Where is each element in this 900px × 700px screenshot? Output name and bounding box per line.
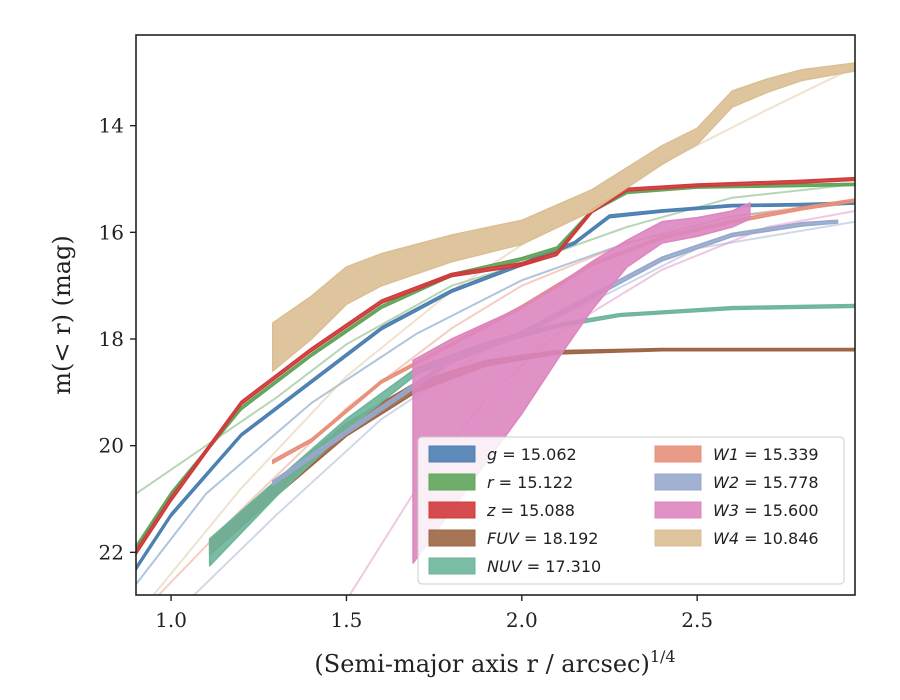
y-tick-label: 16 <box>99 220 124 244</box>
series-bands <box>136 62 855 571</box>
legend: g = 15.062 r = 15.122 z = 15.088 FUV = 18.1… <box>417 436 845 585</box>
plot-frame <box>135 34 856 596</box>
legend-swatch-w1 <box>654 445 702 463</box>
legend-swatch-fuv <box>428 529 476 547</box>
series-band-w3 <box>412 202 751 564</box>
legend-label-g: g = 15.062 <box>487 445 577 464</box>
legend-swatch-r <box>428 473 476 491</box>
legend-swatch-w3 <box>654 501 702 519</box>
series-band-w4 <box>272 62 855 372</box>
y-tick-label: 14 <box>99 114 124 138</box>
y-tick-label: 22 <box>99 540 124 564</box>
legend-swatch-w4 <box>654 529 702 547</box>
legend-label-w4: W4 = 10.846 <box>713 529 819 548</box>
series-band-g <box>136 201 855 571</box>
legend-swatch-nuv <box>428 557 476 575</box>
legend-box <box>417 436 845 585</box>
x-axis-title: (Semi-major axis r / arcsec)1/4 <box>314 647 675 678</box>
x-tick-label: 2.5 <box>681 608 713 632</box>
legend-label-w3: W3 = 15.600 <box>713 501 819 520</box>
faint-profile-line <box>152 66 855 595</box>
legend-label-nuv: NUV = 17.310 <box>487 557 601 576</box>
y-axis-ticks: 14 16 18 20 22 <box>99 114 136 564</box>
legend-swatch-w2 <box>654 473 702 491</box>
x-axis-ticks: 1.0 1.5 2.0 2.5 <box>155 595 713 632</box>
legend-label-r: r = 15.122 <box>487 473 573 492</box>
x-tick-label: 2.0 <box>506 608 538 632</box>
y-tick-label: 18 <box>99 327 124 351</box>
x-tick-label: 1.5 <box>331 608 363 632</box>
legend-swatch-g <box>428 445 476 463</box>
series-band-z <box>136 176 855 556</box>
legend-label-z: z = 15.088 <box>486 501 575 520</box>
y-tick-label: 20 <box>99 434 124 458</box>
x-tick-label: 1.0 <box>155 608 187 632</box>
legend-swatch-z <box>428 501 476 519</box>
legend-label-w2: W2 = 15.778 <box>713 473 819 492</box>
legend-label-w1: W1 = 15.339 <box>713 445 819 464</box>
legend-label-fuv: FUV = 18.192 <box>487 529 598 548</box>
y-axis-title: m(< r) (mag) <box>48 235 76 394</box>
